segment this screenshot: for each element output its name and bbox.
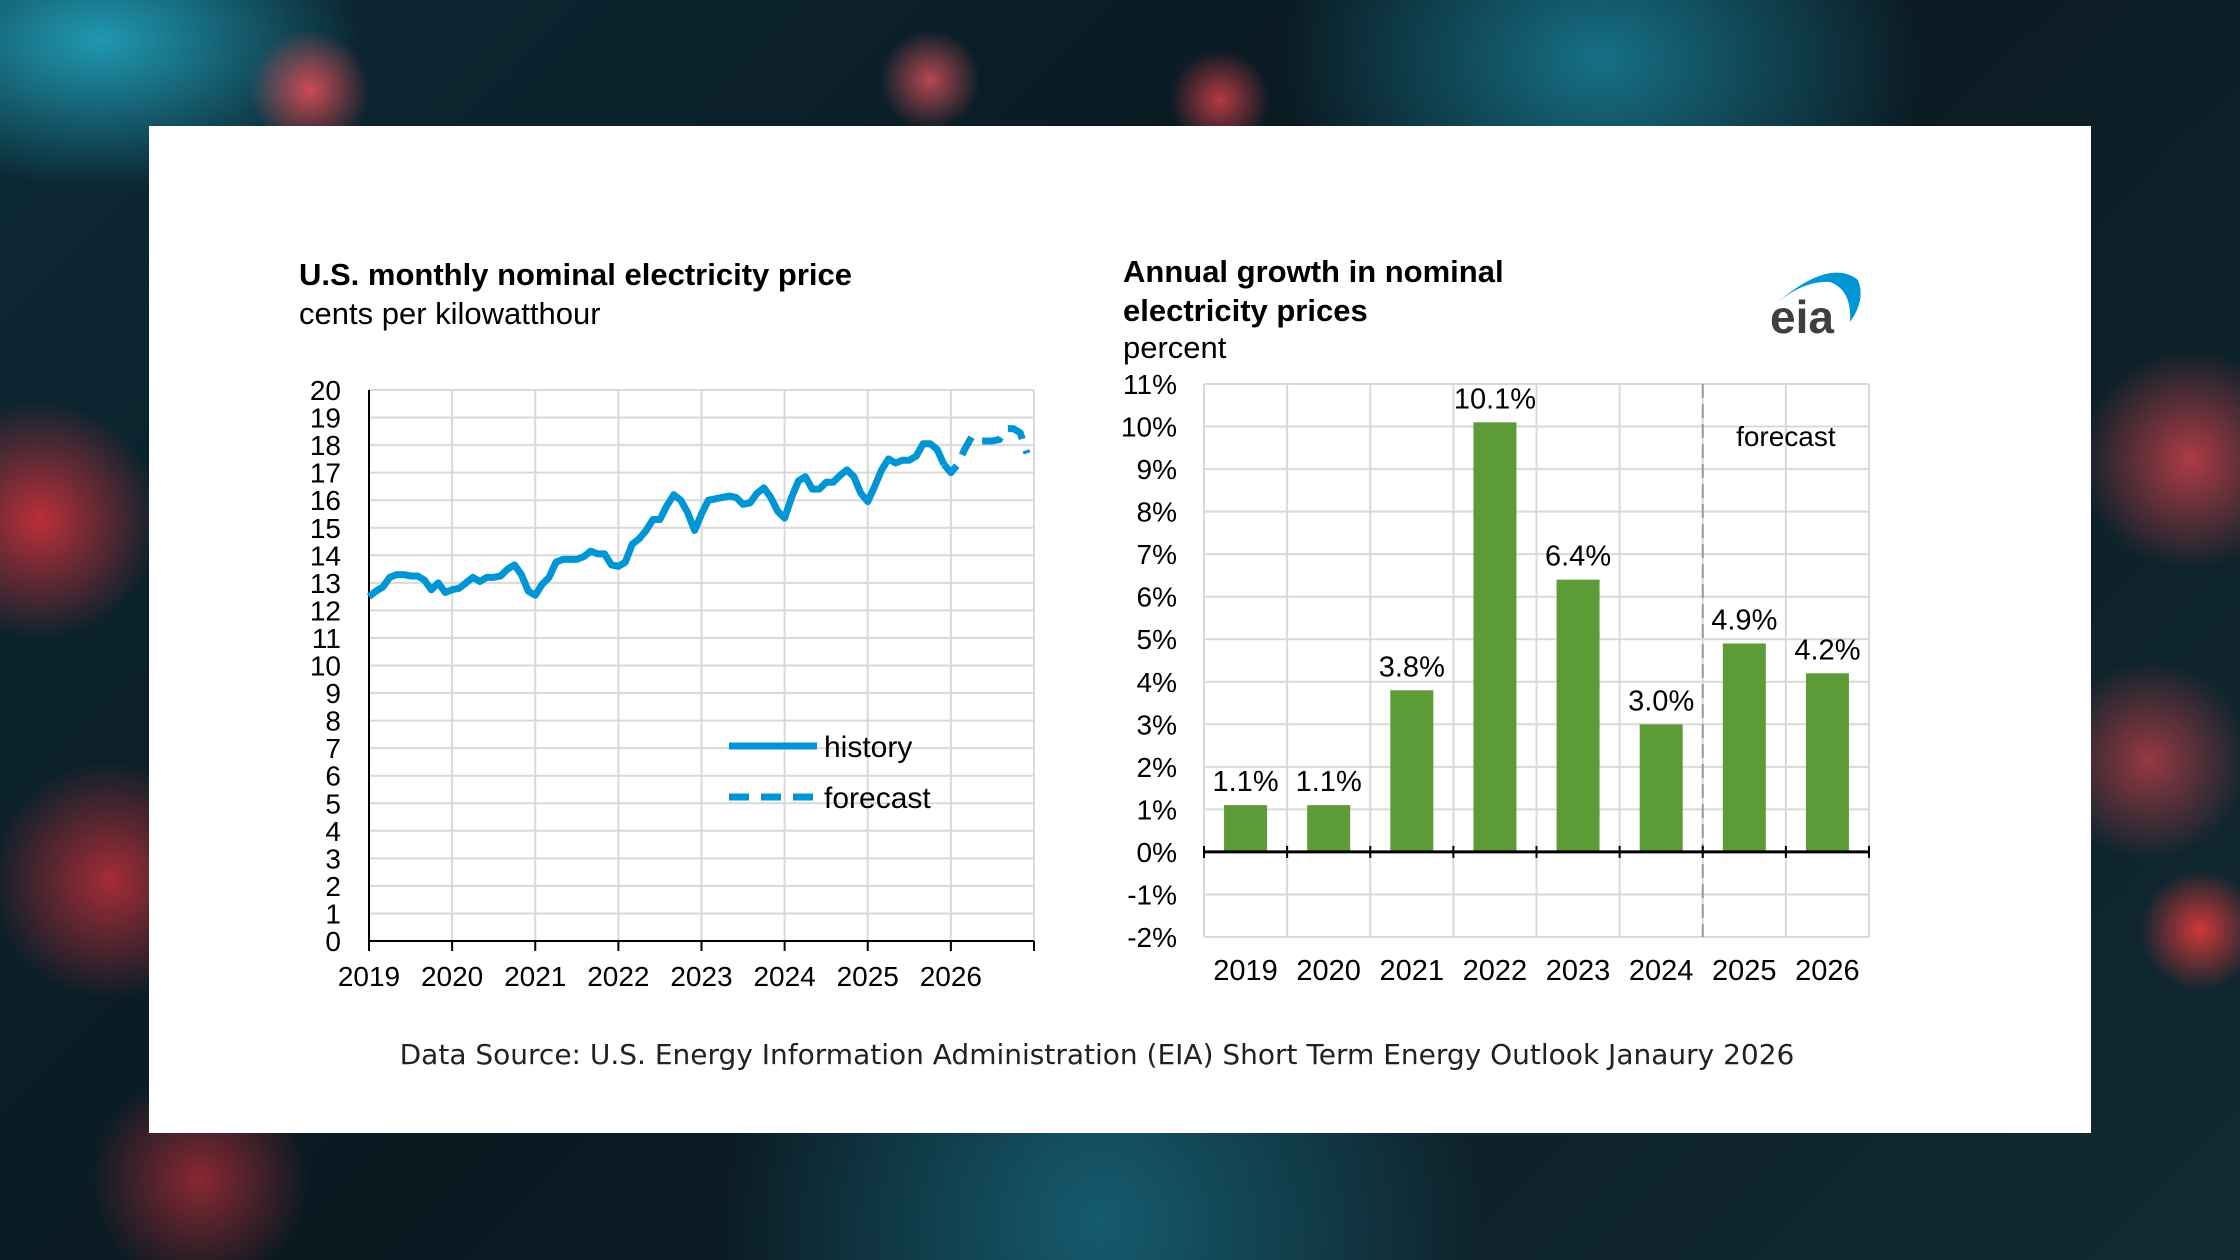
y-tick-label: 5% [1137, 624, 1177, 655]
y-tick-label: 5 [325, 788, 341, 819]
y-tick-label: 1% [1137, 794, 1177, 825]
y-tick-label: -2% [1127, 922, 1177, 953]
bar-data-label: 1.1% [1213, 766, 1279, 798]
bar-2022 [1473, 422, 1517, 852]
y-tick-label: 14 [310, 540, 341, 571]
bar-2025 [1722, 643, 1766, 852]
x-tick-label: 2024 [753, 961, 815, 992]
chart-panel [149, 126, 2091, 1133]
legend-label-forecast: forecast [824, 782, 931, 815]
x-tick-label: 2023 [670, 961, 732, 992]
y-tick-label: 10% [1121, 412, 1177, 443]
y-tick-label: 20 [310, 375, 341, 406]
y-tick-label: 13 [310, 568, 341, 599]
series-line-history [366, 440, 948, 600]
y-tick-label: 8% [1137, 497, 1177, 528]
y-tick-label: 0 [325, 926, 341, 957]
line-chart-subtitle: cents per kilowatthour [299, 296, 601, 331]
y-tick-label: 3 [325, 843, 341, 874]
y-tick-label: 11 [312, 623, 341, 654]
bar-2021 [1390, 690, 1434, 852]
x-tick-label: 2020 [1296, 955, 1361, 987]
y-tick-label: 17 [310, 458, 341, 489]
x-tick-label: 2019 [1213, 955, 1278, 987]
x-tick-label: 2021 [504, 961, 566, 992]
x-tick-label: 2026 [1795, 955, 1860, 987]
forecast-annotation: forecast [1736, 421, 1836, 452]
y-tick-label: 2% [1137, 752, 1177, 783]
y-tick-label: 3% [1137, 709, 1177, 740]
x-tick-label: 2022 [587, 961, 649, 992]
y-tick-label: -1% [1127, 879, 1177, 910]
y-tick-label: 12 [310, 595, 341, 626]
y-tick-label: 8 [325, 706, 341, 737]
y-tick-label: 6% [1137, 582, 1177, 613]
bar-chart-subtitle: percent [1123, 330, 1227, 365]
bar-chart-title-line2: electricity prices [1123, 293, 1368, 328]
y-tick-label: 11% [1123, 369, 1177, 400]
bar-2024 [1639, 724, 1683, 852]
y-tick-label: 19 [310, 403, 341, 434]
x-tick-label: 2023 [1546, 955, 1611, 987]
data-source-note: Data Source: U.S. Energy Information Adm… [400, 1038, 1795, 1071]
legend-label-history: history [824, 731, 912, 764]
y-tick-label: 18 [310, 430, 341, 461]
series-line-forecast [941, 425, 1031, 477]
y-tick-label: 7% [1137, 539, 1177, 570]
bar-2019 [1224, 805, 1268, 852]
y-tick-label: 10 [310, 651, 341, 682]
y-tick-label: 4% [1137, 667, 1177, 698]
y-tick-label: 15 [310, 513, 341, 544]
y-tick-label: 2 [325, 871, 341, 902]
x-tick-label: 2024 [1629, 955, 1694, 987]
y-tick-label: 6 [325, 761, 341, 792]
bar-data-label: 4.2% [1794, 634, 1860, 666]
x-tick-label: 2022 [1463, 955, 1528, 987]
bar-data-label: 6.4% [1545, 541, 1611, 573]
bar-data-label: 3.8% [1379, 651, 1445, 683]
y-tick-label: 16 [310, 485, 341, 516]
x-tick-label: 2020 [421, 961, 483, 992]
bar-data-label: 3.0% [1628, 685, 1694, 717]
bar-2023 [1556, 579, 1600, 852]
x-tick-label: 2026 [920, 961, 982, 992]
y-tick-label: 4 [325, 816, 341, 847]
x-tick-label: 2021 [1380, 955, 1445, 987]
x-tick-label: 2019 [338, 961, 400, 992]
bar-data-label: 10.1% [1454, 383, 1536, 415]
y-tick-label: 9% [1137, 454, 1177, 485]
y-tick-label: 7 [325, 733, 341, 764]
y-tick-label: 1 [325, 898, 341, 929]
bar-data-label: 4.9% [1711, 604, 1777, 636]
bar-2026 [1805, 673, 1849, 852]
eia-logo: eia [1770, 272, 1861, 343]
line-chart-title: U.S. monthly nominal electricity price [299, 257, 852, 292]
eia-logo-text: eia [1770, 291, 1834, 343]
bar-data-label: 1.1% [1296, 766, 1362, 798]
y-tick-label: 0% [1137, 837, 1177, 868]
x-tick-label: 2025 [837, 961, 899, 992]
eia-logo-swoosh [1778, 272, 1861, 322]
y-tick-label: 9 [325, 678, 341, 709]
x-tick-label: 2025 [1712, 955, 1777, 987]
bar-2020 [1307, 805, 1351, 852]
bar-chart-title-line1: Annual growth in nominal [1123, 254, 1504, 289]
